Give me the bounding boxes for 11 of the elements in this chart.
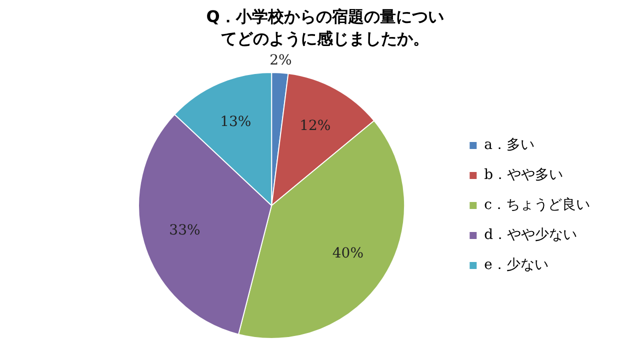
legend-label: c．ちょうど良い bbox=[484, 197, 590, 214]
legend-label: e．少ない bbox=[484, 257, 548, 274]
data-label: 40% bbox=[332, 246, 364, 262]
data-label: 12% bbox=[300, 118, 331, 134]
legend-label: a．多い bbox=[484, 137, 535, 154]
chart-title: Q．小学校からの宿題の量についてどのように感じましたか。 bbox=[205, 6, 445, 50]
legend-label: d．やや少ない bbox=[484, 227, 578, 244]
legend-label: b．やや多い bbox=[484, 167, 564, 184]
data-label: 13% bbox=[220, 114, 252, 130]
data-label: 2% bbox=[270, 52, 292, 68]
data-label: 33% bbox=[169, 222, 200, 238]
